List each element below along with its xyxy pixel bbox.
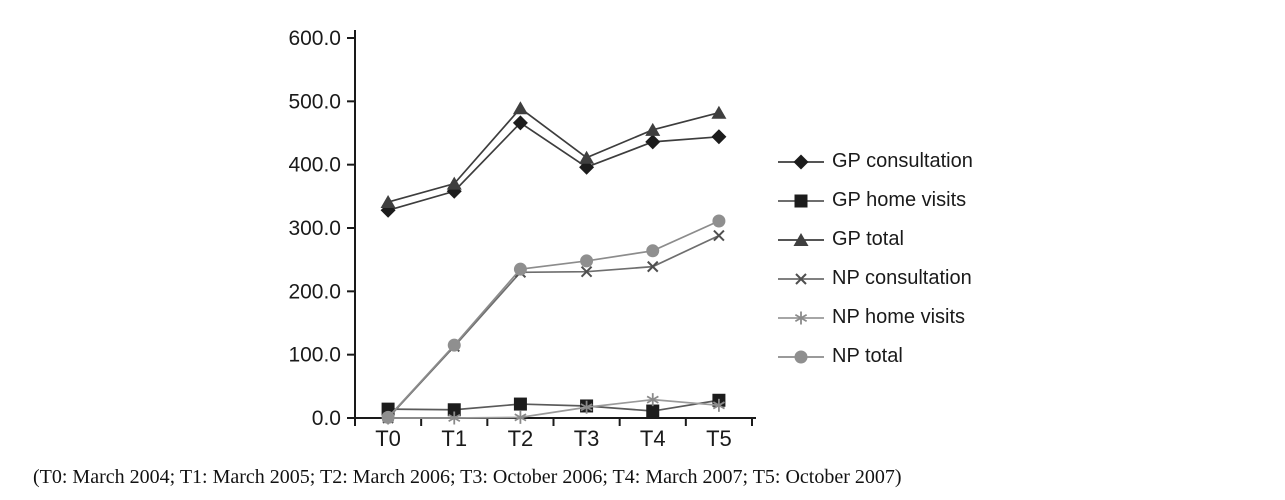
gp-home-visits-marker-icon	[778, 194, 824, 207]
gp-consultation-marker-icon	[778, 154, 824, 169]
np-consultation-marker-icon	[778, 272, 824, 285]
gp-total-marker-icon	[778, 232, 824, 246]
legend-label-gp-total: GP total	[832, 228, 904, 250]
svg-text:400.0: 400.0	[288, 154, 341, 177]
legend-label-np-home-visits: NP home visits	[832, 306, 966, 328]
svg-text:T3: T3	[574, 426, 600, 451]
np-total-marker-icon	[778, 350, 824, 363]
legend-item-gp-total: GP total	[778, 220, 973, 259]
legend-label-np-consultation: NP consultation	[832, 267, 972, 289]
svg-text:300.0: 300.0	[288, 217, 341, 240]
line-chart: 0.0 100.0 200.0 300.0 400.0 500.0 600.0 T0 T1 T2 T…	[288, 27, 756, 451]
legend-item-np-consultation: NP consultation	[778, 259, 973, 298]
svg-text:T4: T4	[640, 426, 666, 451]
svg-text:100.0: 100.0	[288, 344, 341, 367]
np-home-visits-marker-icon	[778, 311, 824, 324]
svg-text:T0: T0	[375, 426, 401, 451]
legend-item-gp-consultation: GP consultation	[778, 142, 973, 181]
timepoint-footnote: (T0: March 2004; T1: March 2005; T2: Mar…	[33, 466, 902, 488]
svg-text:200.0: 200.0	[288, 280, 341, 303]
legend-label-np-total: NP total	[832, 345, 903, 367]
legend-item-np-home-visits: NP home visits	[778, 298, 973, 337]
svg-text:600.0: 600.0	[288, 27, 341, 50]
svg-text:0.0: 0.0	[312, 407, 341, 430]
legend-item-gp-home-visits: GP home visits	[778, 181, 973, 220]
legend-label-gp-consultation: GP consultation	[832, 150, 973, 172]
legend: GP consultation GP home visits GP total …	[778, 142, 973, 376]
legend-label-gp-home-visits: GP home visits	[832, 189, 967, 211]
legend-item-np-total: NP total	[778, 337, 973, 376]
svg-text:T1: T1	[441, 426, 467, 451]
svg-text:T2: T2	[508, 426, 534, 451]
svg-text:T5: T5	[706, 426, 732, 451]
svg-text:500.0: 500.0	[288, 90, 341, 113]
